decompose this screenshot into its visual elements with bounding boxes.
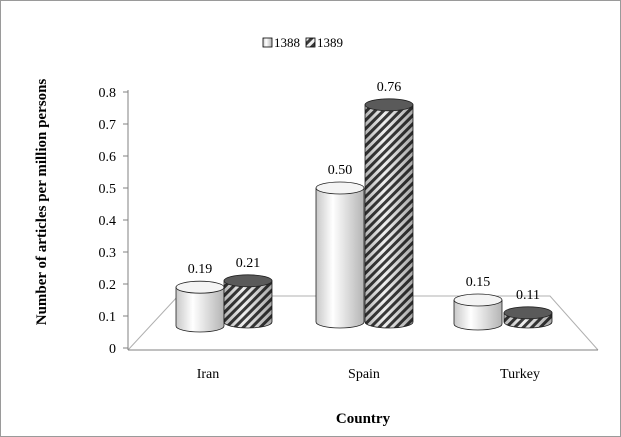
legend-swatch-1388 <box>262 37 273 48</box>
data-label-spain-1389: 0.76 <box>377 80 402 95</box>
bars-layer <box>175 98 553 333</box>
y-tick-label: 0 <box>109 342 116 357</box>
bar-iran-1389 <box>223 274 273 329</box>
bar-turkey-1388 <box>453 293 503 331</box>
y-tick-label: 0.7 <box>99 118 117 133</box>
legend-label-1389: 1389 <box>317 35 343 50</box>
y-tick-label: 0.4 <box>99 214 117 229</box>
bar-spain-1389 <box>364 98 414 329</box>
bar-turkey-1389 <box>503 306 553 329</box>
y-tick-label: 0.6 <box>99 150 117 165</box>
data-label-turkey-1388: 0.15 <box>466 275 491 290</box>
y-tick-label: 0.8 <box>99 86 117 101</box>
legend: 1388 1389 <box>262 35 343 50</box>
data-label-iran-1389: 0.21 <box>236 256 261 271</box>
x-axis-ticks: Iran Spain Turkey <box>197 367 540 382</box>
y-tick-label: 0.1 <box>99 310 117 325</box>
x-tick-label: Turkey <box>500 367 540 382</box>
x-tick-label: Iran <box>197 367 220 382</box>
bar-spain-1388 <box>315 181 365 329</box>
x-axis-title: Country <box>336 411 391 427</box>
y-axis-ticks: 0 0.1 0.2 0.3 0.4 0.5 0.6 0.7 0.8 <box>99 86 128 357</box>
data-label-spain-1388: 0.50 <box>328 163 353 178</box>
legend-label-1388: 1388 <box>274 35 300 50</box>
bar-iran-1388 <box>175 280 225 333</box>
y-axis-title: Number of articles per million persons <box>34 79 50 326</box>
legend-swatch-1389 <box>305 37 316 48</box>
x-tick-label: Spain <box>348 367 380 382</box>
data-labels-layer: 0.19 0.21 0.50 0.76 0.15 0.11 <box>188 80 540 303</box>
data-label-iran-1388: 0.19 <box>188 262 213 277</box>
y-tick-label: 0.5 <box>99 182 117 197</box>
y-tick-label: 0.3 <box>99 246 117 261</box>
data-label-turkey-1389: 0.11 <box>516 288 540 303</box>
y-tick-label: 0.2 <box>99 278 117 293</box>
